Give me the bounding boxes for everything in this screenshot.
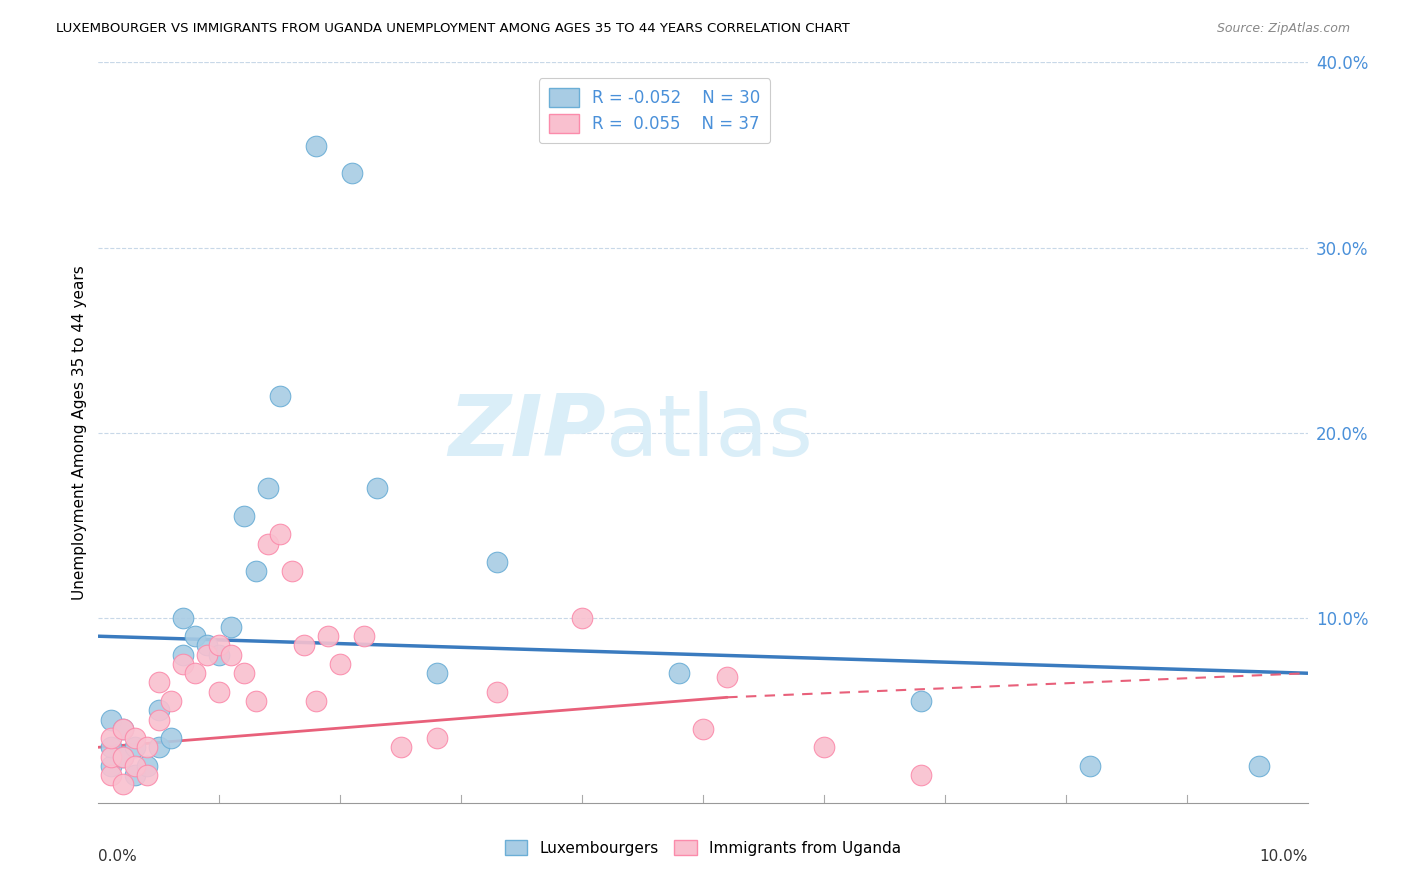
Point (111, 722, 134, 736)
Point (305, 694, 328, 708)
Point (208, 639, 231, 653)
Point (100, 740, 122, 755)
Point (100, 758, 122, 772)
Point (124, 731, 146, 745)
Point (256, 481, 278, 495)
Point (111, 749, 134, 764)
Point (245, 565, 267, 579)
Point (135, 758, 157, 772)
Point (195, 639, 218, 653)
Text: 10.0%: 10.0% (1260, 849, 1308, 864)
Point (100, 768, 122, 782)
Point (910, 694, 932, 708)
Point (342, 166, 364, 180)
Point (135, 768, 157, 782)
Point (813, 740, 835, 755)
Point (366, 481, 388, 495)
Point (148, 740, 170, 755)
Point (221, 620, 243, 634)
Point (111, 749, 134, 764)
Point (269, 388, 291, 402)
Point (716, 670, 738, 684)
Point (184, 629, 207, 643)
Point (692, 722, 714, 736)
Point (486, 555, 509, 569)
Point (292, 639, 315, 653)
Point (100, 749, 122, 764)
Point (389, 740, 412, 755)
Y-axis label: Unemployment Among Ages 35 to 44 years: Unemployment Among Ages 35 to 44 years (72, 265, 87, 600)
Point (269, 527, 291, 541)
Point (172, 648, 194, 662)
Text: ZIP: ZIP (449, 391, 606, 475)
Point (256, 536, 278, 550)
Point (426, 666, 449, 681)
Point (305, 138, 328, 153)
Point (316, 629, 339, 643)
Point (426, 731, 449, 745)
Point (148, 713, 170, 727)
Point (208, 685, 231, 699)
Point (135, 740, 157, 755)
Point (124, 768, 146, 782)
Point (571, 610, 593, 624)
Point (148, 675, 170, 690)
Point (281, 565, 304, 579)
Point (184, 666, 207, 681)
Point (160, 694, 183, 708)
Point (195, 648, 218, 662)
Point (1249, 758, 1271, 772)
Legend: Luxembourgers, Immigrants from Uganda: Luxembourgers, Immigrants from Uganda (498, 834, 908, 862)
Point (160, 731, 183, 745)
Point (245, 694, 267, 708)
Point (172, 610, 194, 624)
Point (329, 657, 352, 671)
Point (353, 629, 375, 643)
Point (111, 722, 134, 736)
Text: Source: ZipAtlas.com: Source: ZipAtlas.com (1216, 22, 1350, 36)
Point (486, 685, 509, 699)
Point (668, 666, 690, 681)
Point (232, 508, 254, 523)
Point (1078, 758, 1101, 772)
Text: LUXEMBOURGER VS IMMIGRANTS FROM UGANDA UNEMPLOYMENT AMONG AGES 35 TO 44 YEARS CO: LUXEMBOURGER VS IMMIGRANTS FROM UGANDA U… (56, 22, 851, 36)
Point (100, 713, 122, 727)
Point (124, 740, 146, 755)
Point (100, 731, 122, 745)
Point (111, 777, 134, 791)
Point (148, 703, 170, 717)
Point (221, 648, 243, 662)
Text: atlas: atlas (606, 391, 814, 475)
Point (124, 758, 146, 772)
Point (910, 768, 932, 782)
Text: 0.0%: 0.0% (98, 849, 138, 864)
Point (232, 666, 254, 681)
Point (208, 648, 231, 662)
Point (172, 657, 194, 671)
